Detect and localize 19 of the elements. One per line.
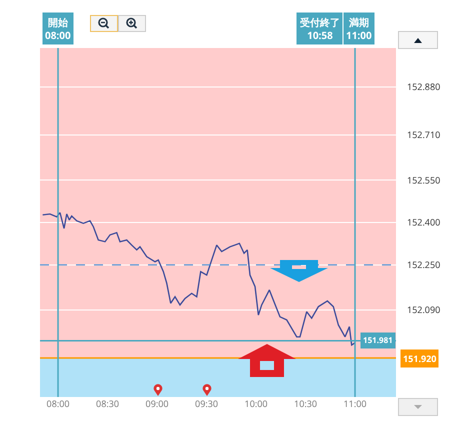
y-tick-label: 152.400 <box>407 216 440 229</box>
x-tick-label: 10:30 <box>294 397 317 410</box>
x-tick-label: 08:00 <box>46 397 70 410</box>
y-tick-label: 152.550 <box>407 173 440 186</box>
y-tick-label: 152.880 <box>407 80 440 94</box>
x-tick-label: 09:00 <box>146 397 168 410</box>
x-tick-label: 09:30 <box>195 397 218 410</box>
ref-line-label: 151.981 <box>363 335 393 346</box>
y-tick-label: 152.090 <box>407 303 440 316</box>
ref-line-label: 151.920 <box>403 352 436 365</box>
ref-line-label: 満期 11:00 <box>346 15 372 42</box>
x-tick-label: 11:00 <box>344 397 366 410</box>
text: 受付終了 10:58 <box>299 15 340 42</box>
x-tick-label: 10:00 <box>244 397 268 410</box>
y-tick-label: 152.250 <box>407 258 440 271</box>
ref-line-label: 開始 08:00 <box>45 15 72 42</box>
line-series <box>42 212 356 346</box>
x-tick-label: 08:30 <box>96 397 119 410</box>
y-tick-label: 152.710 <box>407 128 440 142</box>
